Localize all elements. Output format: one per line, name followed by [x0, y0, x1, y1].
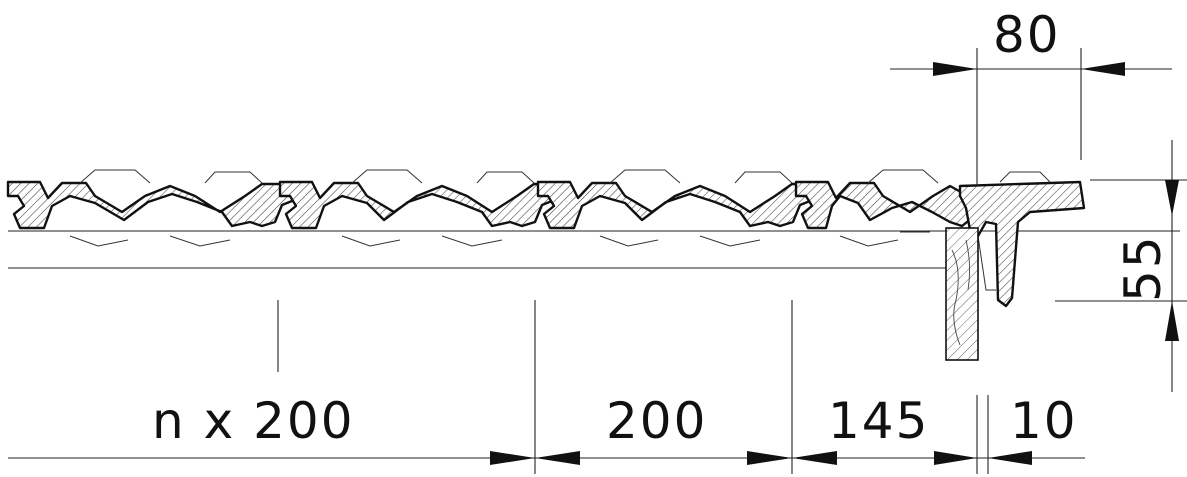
dimension-label-55: 55	[1114, 234, 1172, 302]
dimension-label-200: 200	[606, 392, 707, 450]
roof-plane-lines	[8, 230, 1180, 269]
tile-profile-4	[794, 169, 974, 247]
tile-profile-2	[278, 169, 564, 247]
tile-profile-1	[6, 169, 304, 247]
dimension-label-80: 80	[993, 6, 1061, 64]
dimension-label-145: 145	[828, 392, 929, 450]
timber-batten	[945, 227, 979, 361]
dimension-label-n-x-200: n x 200	[152, 392, 355, 450]
tile-profile-3	[536, 169, 822, 247]
dimension-chain-bottom: n x 200 200 145 10	[8, 300, 1085, 474]
dimension-height-55: 55	[1055, 140, 1187, 392]
dimension-label-10: 10	[1010, 392, 1078, 450]
dimension-top-80: 80	[890, 6, 1172, 186]
verge-end-piece	[958, 171, 1086, 308]
